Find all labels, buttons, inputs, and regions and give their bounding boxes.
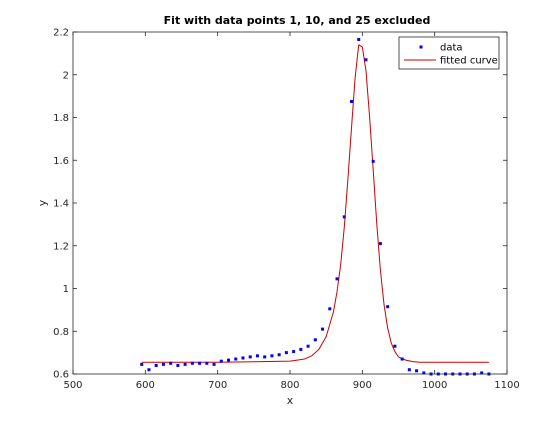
axes-box [72, 31, 508, 375]
x-tick-label: 1100 [494, 380, 519, 391]
data-point [147, 368, 151, 372]
data-point [386, 305, 390, 309]
data-point [154, 363, 158, 367]
data-point [255, 354, 259, 358]
fitted-curve-line [141, 44, 489, 363]
y-tick-label: 0.8 [53, 327, 69, 338]
data-point [349, 99, 353, 103]
data-point [292, 350, 296, 354]
data-point [263, 355, 267, 359]
x-tick-label: 500 [63, 380, 82, 391]
data-point [277, 353, 281, 357]
x-tick-label: 700 [208, 380, 227, 391]
x-tick-label: 900 [353, 380, 372, 391]
data-point [176, 363, 180, 367]
data-point [422, 371, 426, 375]
data-point [328, 307, 332, 311]
x-tick-label: 600 [136, 380, 155, 391]
legend-box [398, 36, 500, 70]
data-point [219, 359, 223, 363]
data-point [284, 351, 288, 355]
legend-entry-label: fitted curve [440, 56, 498, 67]
data-point [169, 361, 173, 365]
data-point [270, 354, 274, 358]
x-axis-label: x [287, 394, 294, 407]
data-point [140, 362, 144, 366]
data-point [342, 215, 346, 219]
legend: data fitted curve [398, 36, 500, 70]
y-tick-label: 1.8 [53, 113, 69, 124]
y-tick-label: 1.2 [53, 241, 69, 252]
legend-marker-data [419, 45, 423, 49]
data-point [198, 361, 202, 365]
data-point [407, 368, 411, 372]
data-point [415, 369, 419, 373]
data-point [393, 344, 397, 348]
data-point [371, 159, 375, 163]
data-point [161, 362, 165, 366]
y-tick-label: 1.6 [53, 156, 69, 167]
y-tick-label: 2 [63, 70, 69, 81]
y-axis-label: y [36, 199, 49, 206]
data-point [313, 338, 317, 342]
data-point [357, 37, 361, 41]
data-point [335, 277, 339, 281]
data-point [190, 361, 194, 365]
legend-entry-label: data [440, 43, 463, 54]
data-point [248, 355, 252, 359]
data-point [378, 242, 382, 246]
data-point [321, 327, 325, 331]
data-point [234, 357, 238, 361]
data-point [212, 362, 216, 366]
data-point [480, 371, 484, 375]
y-tick-label: 1.4 [53, 199, 69, 210]
x-tick-label: 800 [280, 380, 299, 391]
plot-area [73, 32, 507, 374]
data-point [205, 361, 209, 365]
y-tick-label: 1 [63, 284, 69, 295]
data-point [241, 356, 245, 360]
data-point [306, 344, 310, 348]
data-point [183, 362, 187, 366]
x-tick-label: 1000 [422, 380, 447, 391]
y-tick-label: 2.2 [53, 28, 69, 39]
y-tick-label: 0.6 [53, 370, 69, 381]
data-point [227, 358, 231, 362]
chart-title: Fit with data points 1, 10, and 25 exclu… [164, 14, 431, 27]
data-point [400, 357, 404, 361]
data-point [299, 347, 303, 351]
data-point [364, 58, 368, 62]
